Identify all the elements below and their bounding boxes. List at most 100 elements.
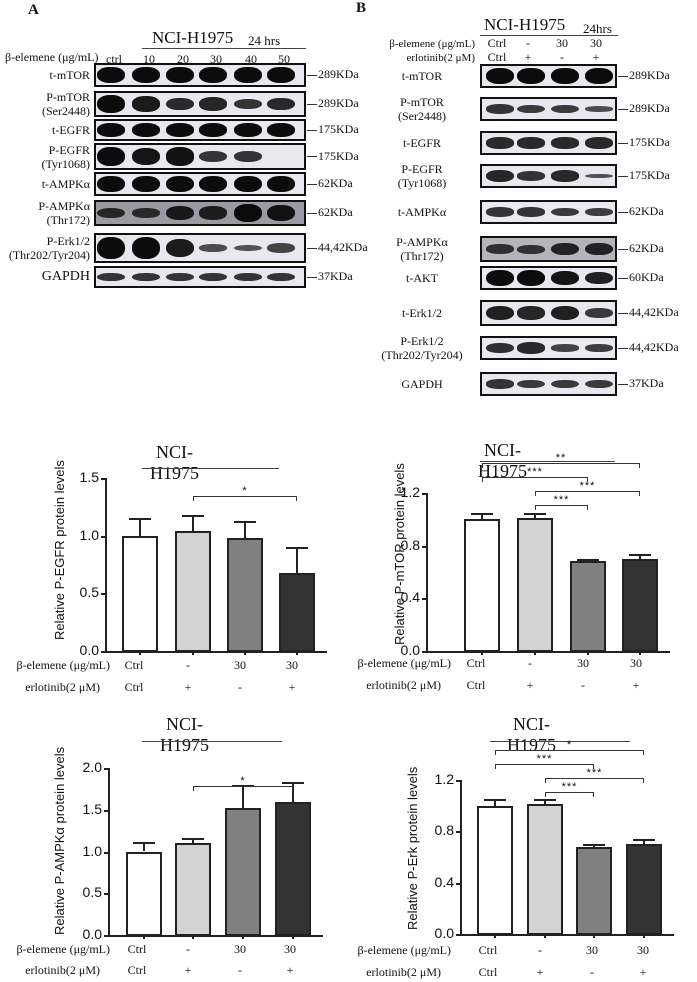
molecular-weight-label: 37KDa <box>618 376 664 391</box>
error-bar-cap <box>286 547 308 550</box>
protein-band <box>585 137 613 149</box>
treatment-row1-value: - <box>186 658 190 672</box>
molecular-weight-label: 175KDa <box>307 122 359 137</box>
error-bar-cap <box>129 518 151 521</box>
panel-a-title-underline <box>142 48 306 49</box>
significance-stars: *** <box>586 767 603 779</box>
phospho-site: (Tyr1068) <box>41 156 90 171</box>
blot-strip <box>480 200 617 224</box>
treatment-row1-value: - <box>528 656 532 670</box>
panel-b-treatment1-label: β-elemene (μg/mL) <box>389 38 475 50</box>
error-bar <box>544 799 546 805</box>
significance-stars: * <box>566 739 573 751</box>
protein-band <box>234 176 262 192</box>
y-tick <box>101 593 106 596</box>
treatment-row1-label: β-elemene (μg/mL) <box>16 942 111 956</box>
y-axis-label: Relative P-Erk protein levels <box>405 766 420 930</box>
protein-band <box>166 238 194 258</box>
significance-bracket <box>535 505 588 510</box>
y-tick <box>456 831 461 834</box>
molecular-weight-label: 62KDa <box>618 241 664 256</box>
protein-band <box>585 308 613 318</box>
treatment-row2-value: + <box>536 965 544 979</box>
y-tick-label: 0.8 <box>400 536 420 553</box>
error-bar-cap <box>133 842 155 845</box>
error-bar-cap <box>633 839 655 842</box>
x-axis <box>108 935 323 937</box>
treatment-row1-value: 30 <box>577 656 589 670</box>
significance-stars: *** <box>527 466 543 478</box>
blot-strip <box>480 236 617 262</box>
x-tick <box>544 934 546 938</box>
molecular-weight-label: 60KDa <box>618 270 664 285</box>
blot-row-label: P-Erk1/2 (Thr202/Tyr204) <box>0 234 90 262</box>
protein-band <box>517 244 545 254</box>
protein-band <box>267 123 295 137</box>
protein-band <box>132 147 160 166</box>
y-tick <box>101 478 106 480</box>
y-tick-label: 0.0 <box>400 642 420 658</box>
protein-band <box>517 342 545 354</box>
chart-title: NCI-H1975 <box>478 440 527 481</box>
protein-name: t-EGFR <box>51 123 90 137</box>
treatment-row2-value: - <box>238 963 242 977</box>
blot-row-label: t-mTOR <box>0 68 90 82</box>
protein-band <box>199 176 227 192</box>
protein-band <box>517 68 545 84</box>
protein-band <box>132 123 160 137</box>
treatment-row1-value: 30 <box>234 942 246 956</box>
molecular-weight-label: 289KDa <box>307 67 359 82</box>
protein-name: GAPDH <box>401 377 443 391</box>
lane-treatment2: + <box>592 50 600 64</box>
significance-bracket <box>482 463 640 468</box>
blot-row-label: t-EGFR <box>370 136 474 150</box>
significance-stars: * <box>240 775 246 787</box>
protein-band <box>199 272 227 282</box>
treatment-row2-value: + <box>639 965 647 979</box>
protein-band <box>132 176 160 192</box>
y-axis <box>108 768 110 937</box>
protein-name: P-EGFR <box>48 142 90 157</box>
blot-row-label: P-mTOR (Ser2448) <box>370 95 474 123</box>
significance-bracket <box>482 477 588 482</box>
blot-strip <box>94 91 306 117</box>
y-tick <box>104 893 109 896</box>
error-bar <box>643 839 645 845</box>
error-bar <box>534 512 536 519</box>
protein-band <box>585 173 613 179</box>
protein-band <box>585 344 613 352</box>
error-bar-cap <box>234 520 256 523</box>
panel-b-duration: 24hrs <box>583 21 612 36</box>
blot-strip <box>94 233 306 263</box>
treatment-row1-value: - <box>538 943 542 957</box>
protein-band <box>585 208 613 216</box>
protein-name: P-AMPKα <box>396 235 448 249</box>
blot-strip <box>480 164 617 188</box>
error-bar-cap <box>471 512 493 515</box>
x-tick <box>593 934 595 938</box>
panel-b-letter: B <box>356 0 367 16</box>
protein-name: P-Erk1/2 <box>46 234 90 248</box>
blot-strip <box>480 372 617 396</box>
treatment-row1-value: Ctrl <box>466 656 486 670</box>
protein-band <box>486 305 514 321</box>
significance-stars: *** <box>561 781 578 793</box>
lane-label: 40 <box>245 52 257 66</box>
error-bar-cap <box>583 844 605 847</box>
x-tick <box>643 934 645 938</box>
molecular-weight-label: 62KDa <box>618 204 664 219</box>
treatment-row2-value: + <box>286 963 294 977</box>
protein-band <box>517 379 545 389</box>
bar <box>227 537 263 652</box>
protein-band <box>585 271 613 285</box>
protein-name: P-mTOR <box>400 95 444 109</box>
significance-bracket <box>495 750 644 755</box>
protein-band <box>551 305 579 321</box>
panel-b-cell-line: NCI-H1975 <box>484 15 566 34</box>
y-axis-label: Relative P-mTOR protein levels <box>392 463 407 645</box>
chart-title: NCI-H1975 <box>160 714 209 755</box>
bar <box>175 531 211 652</box>
treatment-row2-value: Ctrl <box>478 965 498 979</box>
treatment-row2-value: - <box>581 678 585 692</box>
protein-name: t-Erk1/2 <box>402 306 442 320</box>
